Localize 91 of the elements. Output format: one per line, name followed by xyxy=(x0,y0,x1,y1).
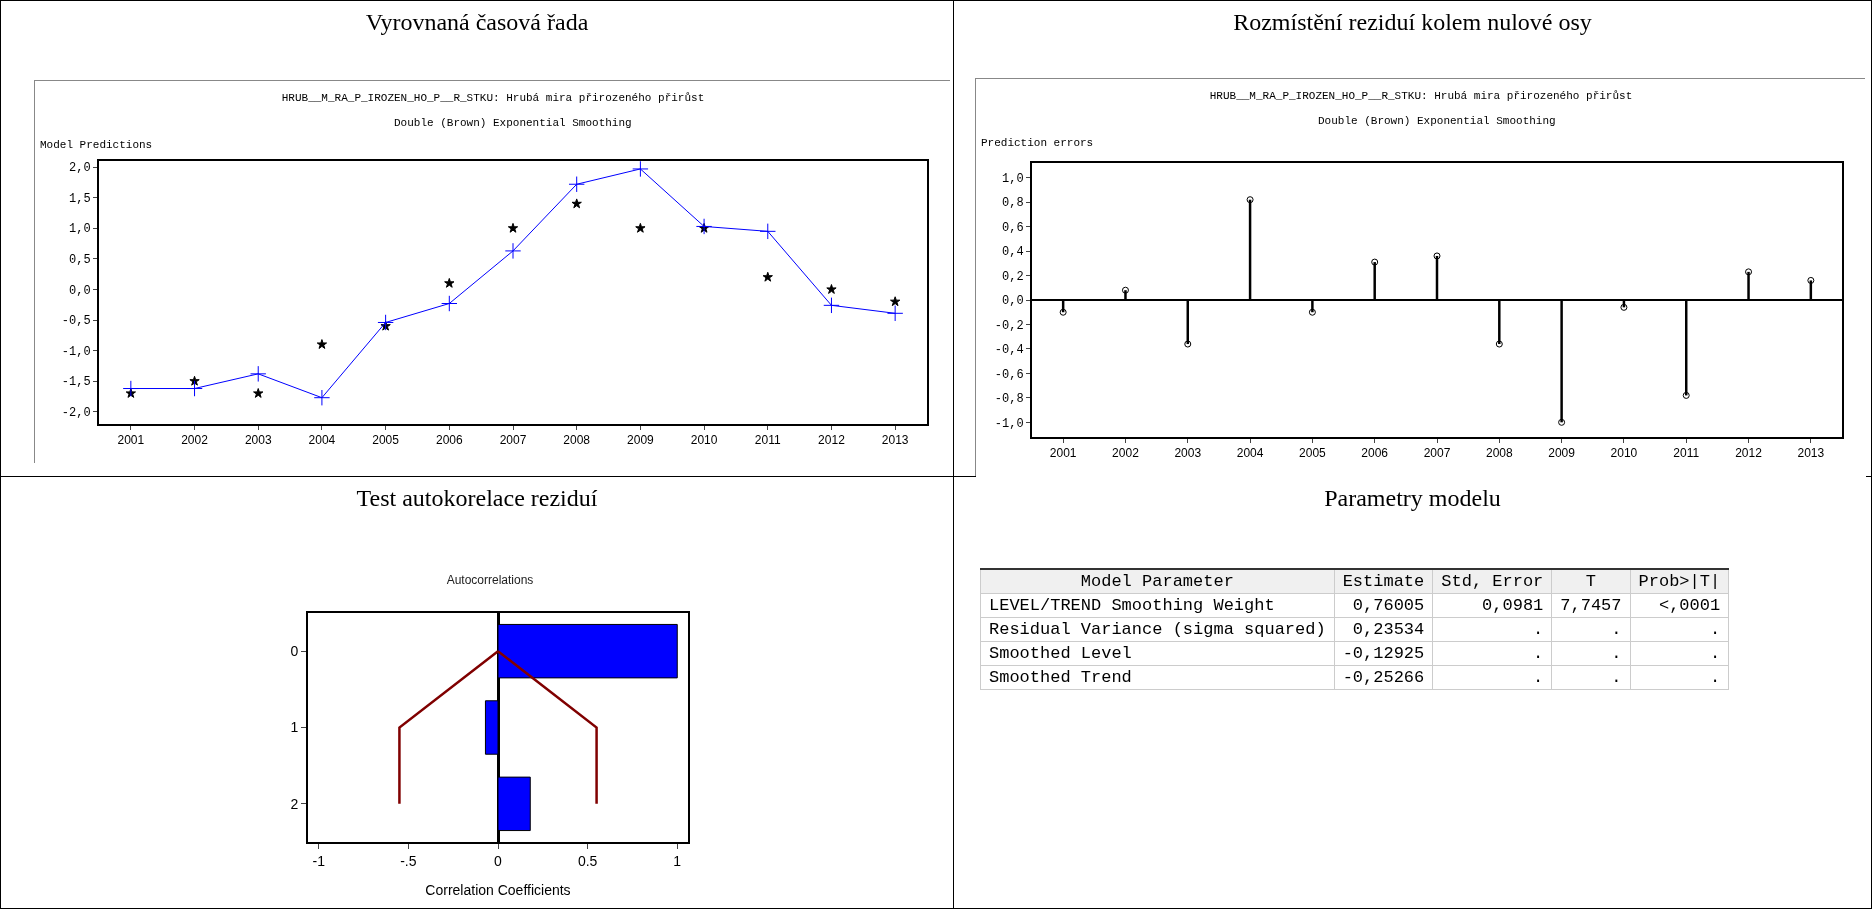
text: . xyxy=(1611,620,1622,639)
x-tick-label: 2011 xyxy=(1673,446,1700,461)
y-tick-label: 1 xyxy=(290,719,299,736)
chart-title: Rozmístění reziduí kolem nulové osy xyxy=(1232,9,1593,36)
y-tick-label: -2,0 xyxy=(61,405,91,420)
y-axis-title: Prediction errors xyxy=(981,137,1094,149)
text: . xyxy=(1611,644,1622,663)
y-tick-label: 0,8 xyxy=(1001,196,1024,211)
x-tick-label: 2005 xyxy=(1299,446,1327,461)
y-tick-label: 0,0 xyxy=(1001,294,1024,309)
x-tick-label: 2009 xyxy=(627,433,655,448)
x-tick-label: 2003 xyxy=(1174,446,1202,461)
y-axis-title: Model Predictions xyxy=(40,139,153,151)
x-tick-label: 1 xyxy=(673,852,682,869)
chart-subtitle: HRUB__M_RA_P_IROZEN_HO_P__R_STKU: Hrubá mira přirozeného přirůst xyxy=(1209,89,1633,102)
x-tick-label: 2012 xyxy=(818,433,846,448)
x-tick-label: 2003 xyxy=(244,433,272,448)
category-label: LEVEL/TREND Smoothing Weight xyxy=(989,596,1275,615)
text: Double (Brown) Exponential Smoothing xyxy=(394,117,632,129)
chart-title: Test autokorelace reziduí xyxy=(355,485,599,512)
text: <,0001 xyxy=(1658,596,1721,615)
x-tick-label: 2013 xyxy=(1797,446,1825,461)
text: . xyxy=(1709,644,1721,663)
x-tick-label: 2010 xyxy=(690,433,718,448)
chart-title: Vyrovnaná časová řada xyxy=(364,9,590,36)
category-label: Prob>|T| xyxy=(1630,569,1729,594)
x-tick-label: 2009 xyxy=(1548,446,1576,461)
text: . xyxy=(1533,644,1544,663)
text: . xyxy=(1611,668,1622,687)
x-tick-label: 2011 xyxy=(754,433,781,448)
category-label: T xyxy=(1551,569,1631,594)
text: . xyxy=(1709,620,1721,639)
x-tick-label: 2004 xyxy=(308,433,336,448)
x-tick-label: 0.5 xyxy=(577,852,598,869)
category-label: Smoothed Trend xyxy=(989,668,1132,687)
x-tick-label: 2006 xyxy=(435,433,463,448)
x-tick-label: 2006 xyxy=(1361,446,1389,461)
text: 0,0981 xyxy=(1482,596,1544,615)
y-tick-label: 0,5 xyxy=(68,253,91,268)
y-tick-label: -0,6 xyxy=(994,367,1024,382)
text: Model Parameter xyxy=(980,569,1335,594)
y-tick-label: 0,6 xyxy=(1001,220,1024,235)
y-tick-label: -0,4 xyxy=(994,343,1024,358)
y-tick-label: -1,0 xyxy=(61,344,91,359)
text: 7,7457 xyxy=(1560,596,1622,615)
x-tick-label: 2008 xyxy=(1485,446,1513,461)
chart-subtitle: Autocorrelations xyxy=(446,573,534,588)
y-tick-label: 2 xyxy=(290,795,299,812)
text: Parametry modelu xyxy=(1323,485,1502,512)
y-tick-label: 0 xyxy=(290,643,299,660)
x-tick-label: 2008 xyxy=(563,433,591,448)
x-tick-label: 2012 xyxy=(1735,446,1763,461)
y-tick-label: -1,5 xyxy=(61,375,91,390)
category-label: Estimate xyxy=(1334,569,1433,594)
x-tick-label: 2001 xyxy=(117,433,145,448)
y-tick-label: 0,0 xyxy=(68,283,91,298)
y-tick-label: 1,5 xyxy=(68,191,91,206)
x-tick-label: 2007 xyxy=(1423,446,1451,461)
y-tick-label: 0,4 xyxy=(1001,245,1024,260)
chart-subtitle: HRUB__M_RA_P_IROZEN_HO_P__R_STKU: Hrubá mira přirozeného přirůst xyxy=(281,91,705,104)
x-tick-label: -1 xyxy=(312,852,326,869)
y-tick-label: -0,2 xyxy=(994,318,1024,333)
category-label: Std, Error xyxy=(1432,569,1552,594)
category-label: Residual Variance (sigma squared) xyxy=(989,620,1326,639)
text: 0,23534 xyxy=(1352,620,1425,639)
x-tick-label: 0 xyxy=(494,852,503,869)
y-tick-label: -1,0 xyxy=(994,416,1024,431)
text: -0,12925 xyxy=(1342,644,1425,663)
x-tick-label: 2013 xyxy=(881,433,909,448)
text: . xyxy=(1709,668,1721,687)
category-label: Smoothed Level xyxy=(989,644,1132,663)
y-tick-label: -0,5 xyxy=(61,314,91,329)
x-tick-label: 2010 xyxy=(1610,446,1638,461)
text: -0,25266 xyxy=(1342,668,1425,687)
x-tick-label: 2004 xyxy=(1236,446,1264,461)
x-tick-label: -.5 xyxy=(400,852,417,869)
text: 0,76005 xyxy=(1352,596,1425,615)
y-tick-label: 1,0 xyxy=(1001,171,1024,186)
text: Double (Brown) Exponential Smoothing xyxy=(1318,115,1556,127)
y-tick-label: -0,8 xyxy=(994,392,1024,407)
y-tick-label: 2,0 xyxy=(68,161,91,176)
x-axis-title: Correlation Coefficients xyxy=(425,882,571,898)
text: . xyxy=(1533,620,1544,639)
y-tick-label: 1,0 xyxy=(68,222,91,237)
text: . xyxy=(1533,668,1544,687)
x-tick-label: 2007 xyxy=(499,433,527,448)
x-tick-label: 2005 xyxy=(372,433,400,448)
x-tick-label: 2002 xyxy=(181,433,209,448)
y-tick-label: 0,2 xyxy=(1001,269,1024,284)
x-tick-label: 2001 xyxy=(1049,446,1077,461)
x-tick-label: 2002 xyxy=(1112,446,1140,461)
